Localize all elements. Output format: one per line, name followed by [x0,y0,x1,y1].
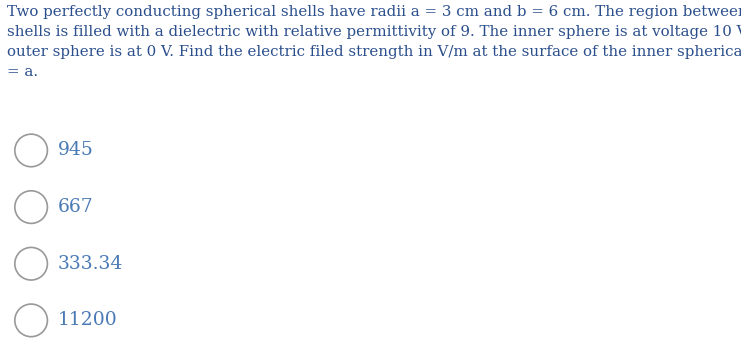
Ellipse shape [15,134,47,167]
Text: 333.34: 333.34 [58,255,123,273]
Text: 11200: 11200 [58,312,118,329]
Ellipse shape [15,191,47,223]
Text: 667: 667 [58,198,93,216]
Ellipse shape [15,304,47,337]
Ellipse shape [15,247,47,280]
Text: Two perfectly conducting spherical shells have radii a = 3 cm and b = 6 cm. The : Two perfectly conducting spherical shell… [7,5,741,79]
Text: 945: 945 [58,142,93,159]
